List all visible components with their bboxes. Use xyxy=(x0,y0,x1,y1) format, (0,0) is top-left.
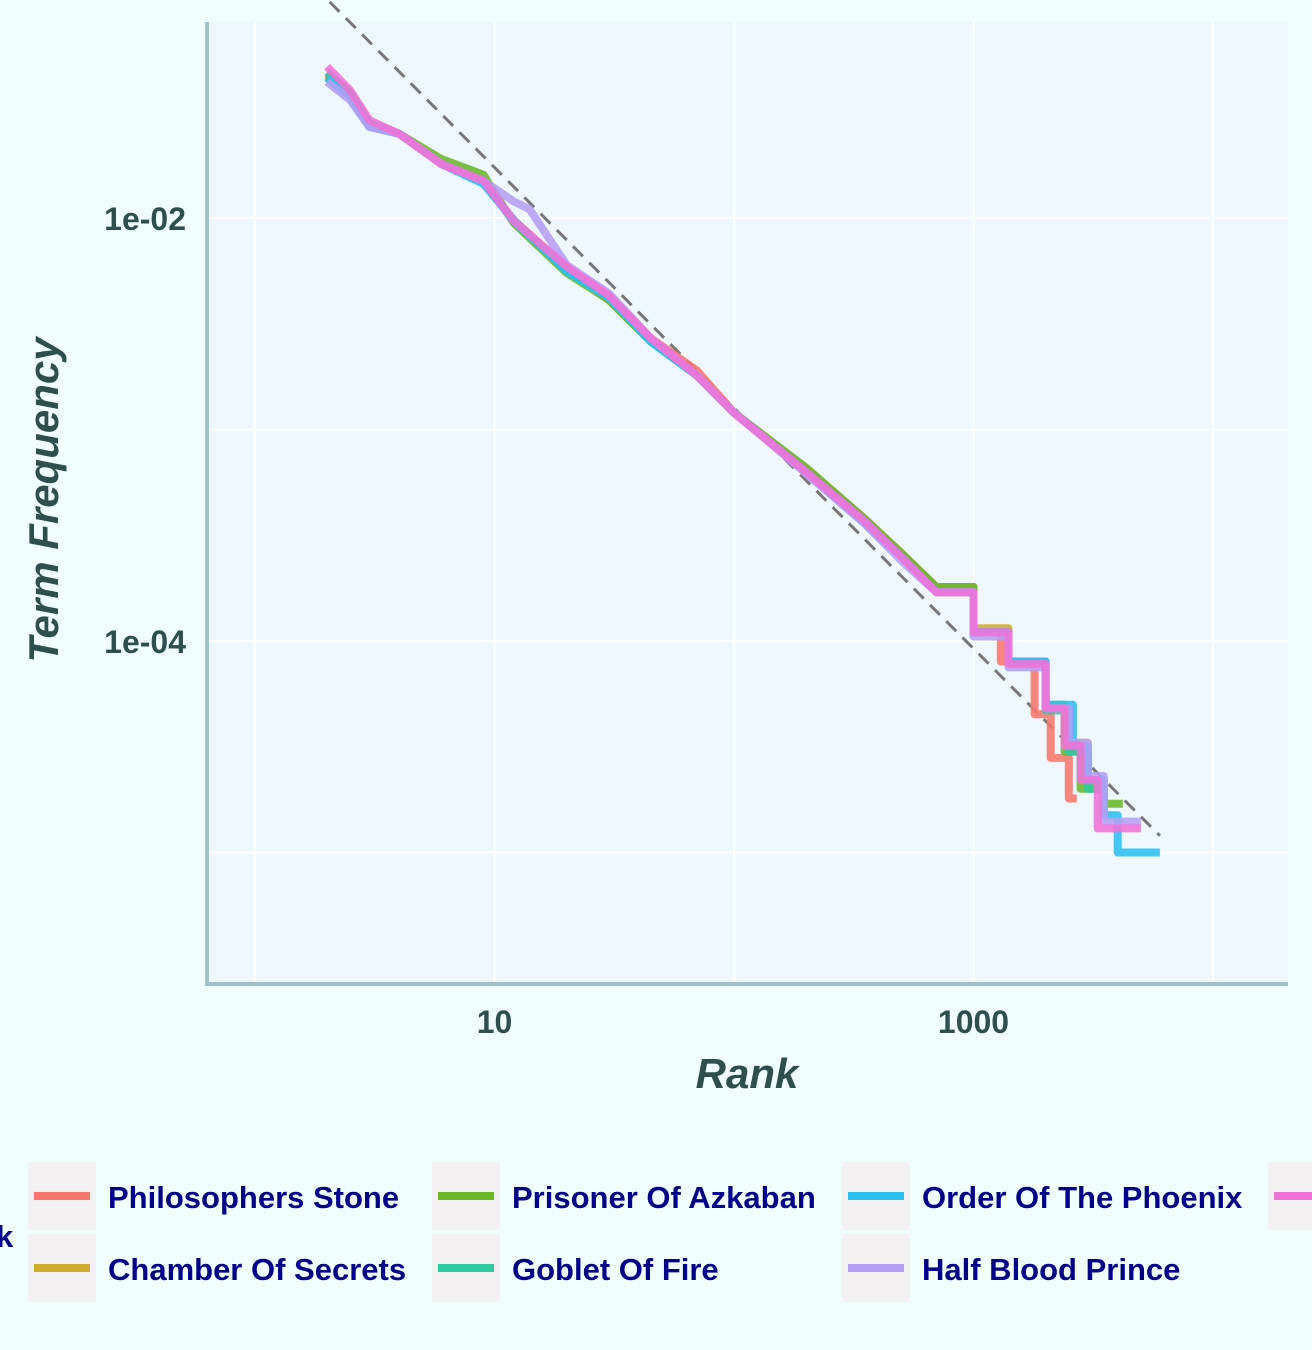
series-group xyxy=(324,63,1160,857)
legend-item-3: Goblet Of Fire xyxy=(432,1234,719,1302)
legend-item-4: Order Of The Phoenix xyxy=(842,1162,1243,1230)
y-tick-label-1: 1e-04 xyxy=(104,624,186,660)
y-axis-title: Term Frequency xyxy=(20,335,67,663)
x-tick-label-0: 10 xyxy=(477,1004,513,1040)
legend: Philosophers Stone Chamber Of Secrets Pris… xyxy=(28,1162,1312,1302)
y-tick-labels: 1e-02 1e-04 xyxy=(104,201,186,660)
plot-panel xyxy=(207,22,1288,982)
legend-item-2: Prisoner Of Azkaban xyxy=(432,1162,816,1230)
legend-item-0: Philosophers Stone xyxy=(28,1162,399,1230)
legend-title-fragment: k xyxy=(0,1219,14,1254)
legend-item-5: Half Blood Prince xyxy=(842,1234,1180,1302)
grid-lines xyxy=(207,22,1288,982)
x-tick-label-1: 1000 xyxy=(938,1004,1009,1040)
y-tick-label-0: 1e-02 xyxy=(104,201,186,237)
legend-label-3: Goblet Of Fire xyxy=(512,1252,719,1287)
legend-label-2: Prisoner Of Azkaban xyxy=(512,1180,816,1215)
legend-item-1: Chamber Of Secrets xyxy=(28,1234,406,1302)
x-tick-labels: 10 1000 xyxy=(477,1004,1009,1040)
x-axis-title: Rank xyxy=(696,1050,801,1097)
legend-label-5: Half Blood Prince xyxy=(922,1252,1180,1287)
legend-item-6 xyxy=(1268,1162,1312,1230)
legend-label-0: Philosophers Stone xyxy=(108,1180,399,1215)
legend-label-4: Order Of The Phoenix xyxy=(922,1180,1243,1215)
series-line-6 xyxy=(324,63,1141,833)
legend-label-1: Chamber Of Secrets xyxy=(108,1252,406,1287)
